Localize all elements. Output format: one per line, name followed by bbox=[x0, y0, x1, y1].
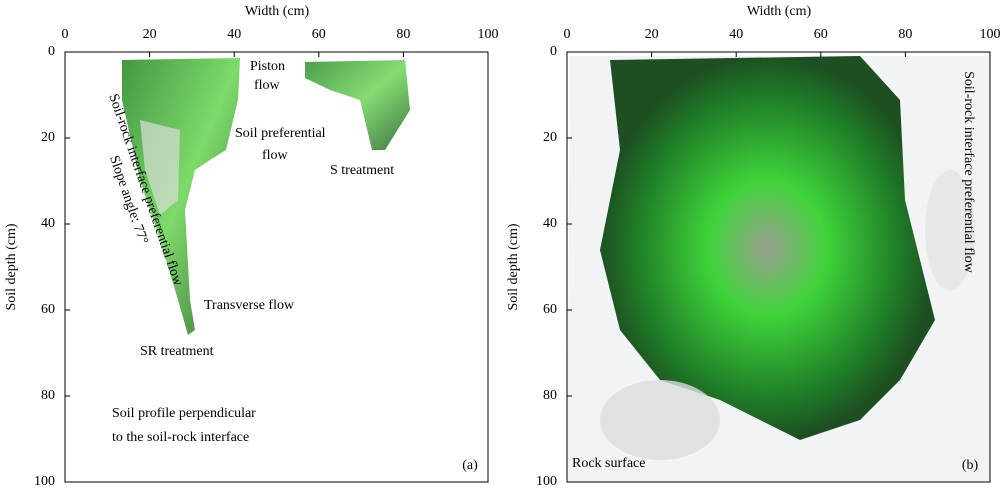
annotation: flow bbox=[254, 78, 281, 93]
x-tick-label: 20 bbox=[143, 27, 157, 42]
y-tick-label: 100 bbox=[536, 474, 557, 489]
annotation: Transverse flow bbox=[204, 298, 295, 313]
x-tick-label: 80 bbox=[898, 27, 912, 42]
dye-stain bbox=[567, 56, 990, 482]
annotation: Soil preferential bbox=[235, 126, 326, 141]
annotation: to the soil-rock interface bbox=[112, 430, 249, 445]
x-tick-label: 100 bbox=[980, 27, 1000, 42]
y-axis-label: Soil depth (cm) bbox=[506, 223, 521, 310]
annotation: Rock surface bbox=[572, 456, 645, 471]
x-tick-label: 60 bbox=[312, 27, 326, 42]
y-tick-label: 20 bbox=[41, 130, 55, 145]
annotation: S treatment bbox=[330, 163, 394, 178]
y-tick-label: 60 bbox=[41, 302, 55, 317]
x-tick-label: 60 bbox=[814, 27, 828, 42]
y-tick-label: 0 bbox=[550, 44, 557, 59]
plot-frame bbox=[64, 51, 489, 483]
annotation: (b) bbox=[962, 458, 979, 473]
y-tick-label: 20 bbox=[543, 130, 557, 145]
annotation: flow bbox=[262, 148, 289, 163]
x-tick-label: 0 bbox=[62, 27, 69, 42]
annotation: SR treatment bbox=[140, 344, 214, 359]
x-tick-label: 0 bbox=[564, 27, 571, 42]
y-tick-label: 80 bbox=[543, 388, 557, 403]
plot-frame bbox=[566, 51, 991, 483]
x-axis-label: Width (cm) bbox=[245, 4, 310, 19]
y-tick-label: 40 bbox=[41, 216, 55, 231]
y-tick-label: 40 bbox=[543, 216, 557, 231]
annotation: (a) bbox=[462, 458, 478, 473]
x-tick-label: 100 bbox=[478, 27, 499, 42]
x-tick-label: 40 bbox=[729, 27, 743, 42]
x-axis-label: Width (cm) bbox=[747, 4, 812, 19]
y-axis-label: Soil depth (cm) bbox=[4, 223, 19, 310]
dye-stain bbox=[122, 58, 410, 335]
x-tick-label: 20 bbox=[645, 27, 659, 42]
y-tick-label: 60 bbox=[543, 302, 557, 317]
y-tick-label: 80 bbox=[41, 388, 55, 403]
x-tick-label: 40 bbox=[227, 27, 241, 42]
annotation: Soil-rock interface preferential flow bbox=[961, 71, 976, 274]
y-tick-label: 100 bbox=[34, 474, 55, 489]
x-tick-label: 80 bbox=[396, 27, 410, 42]
annotation: Soil profile perpendicular bbox=[112, 406, 256, 421]
annotation: Piston bbox=[250, 59, 285, 74]
y-tick-label: 0 bbox=[48, 44, 55, 59]
